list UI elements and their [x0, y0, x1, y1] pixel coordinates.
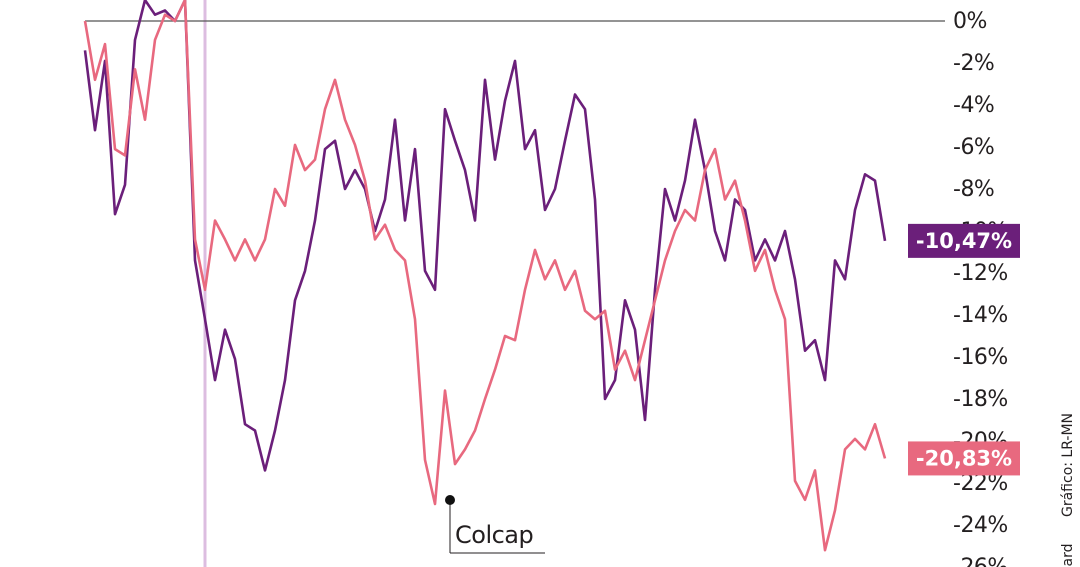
value-label: -10,47%	[916, 229, 1012, 253]
y-tick-label: -2%	[953, 51, 994, 76]
y-tick-label: -24%	[953, 513, 1008, 538]
annotation: Colcap	[455, 521, 533, 549]
y-tick-label: -18%	[953, 387, 1008, 412]
value-label: -20,83%	[916, 446, 1012, 470]
y-tick-label: -4%	[953, 93, 994, 118]
value-label-box	[908, 223, 1020, 258]
series-line	[83, 0, 887, 552]
y-tick-label: -26%	[953, 555, 1008, 567]
y-tick-label: -14%	[953, 303, 1008, 328]
y-tick-label: -12%	[953, 261, 1008, 286]
y-tick-label: -16%	[953, 345, 1008, 370]
value-label-box	[908, 441, 1020, 476]
source: Gráfico: LR-MN	[1060, 413, 1076, 517]
y-tick-label: 0%	[953, 9, 987, 34]
y-tick-label: -8%	[953, 177, 994, 202]
y-tick-label: -6%	[953, 135, 994, 160]
source-fragment: ard	[1060, 544, 1076, 567]
annotation-dot	[445, 495, 455, 505]
series-line	[83, 0, 887, 472]
